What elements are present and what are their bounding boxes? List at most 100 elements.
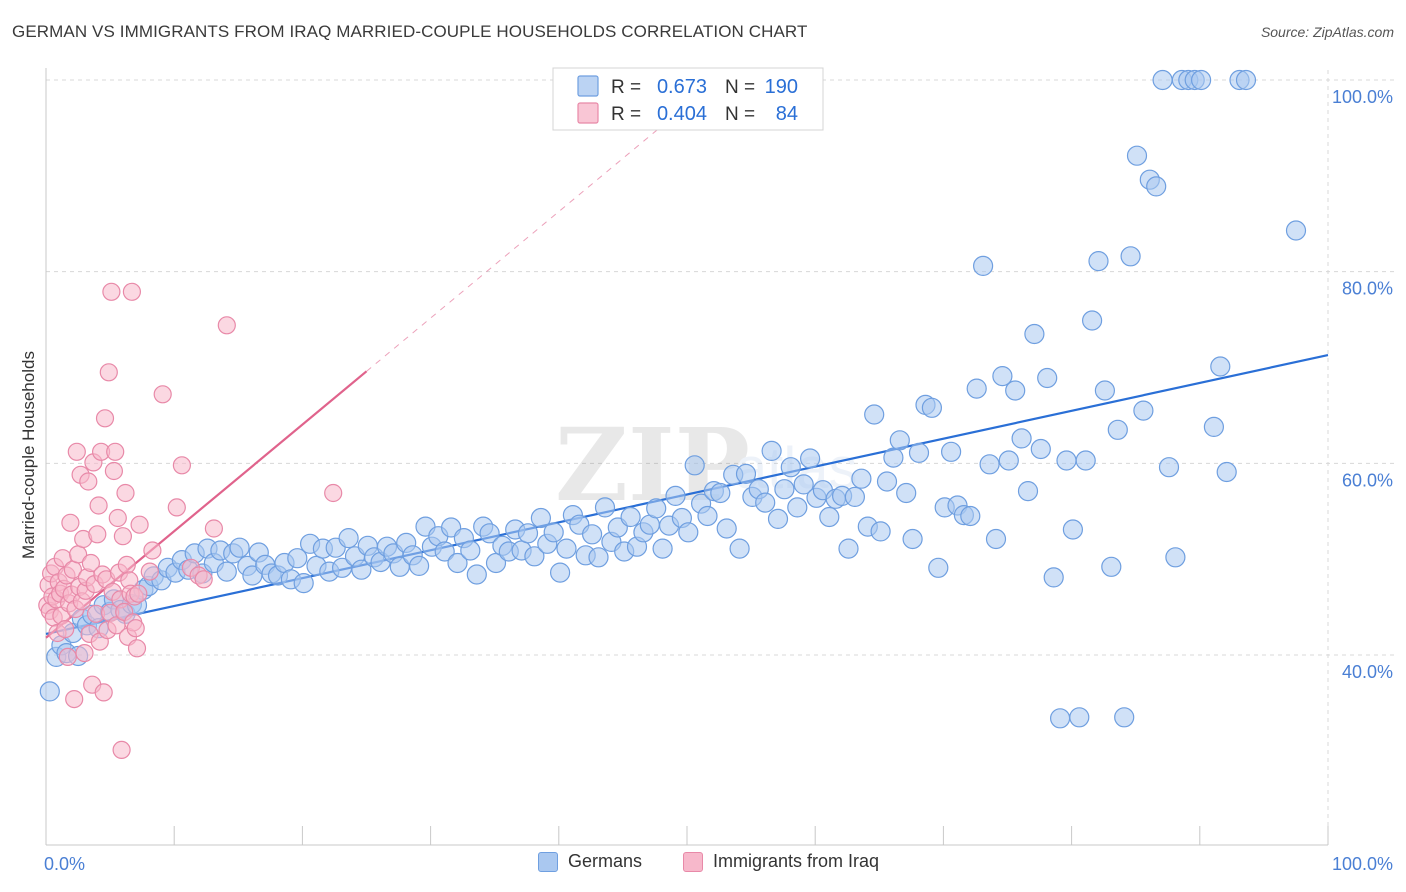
point-iraq-69 xyxy=(126,619,145,638)
point-germans-114 xyxy=(755,492,776,513)
chart-title: GERMAN VS IMMIGRANTS FROM IRAQ MARRIED-C… xyxy=(12,22,808,41)
point-germans-188 xyxy=(1285,220,1307,241)
point-iraq-32 xyxy=(79,472,98,491)
y-tick-label-2: 80.0% xyxy=(1342,279,1393,299)
point-germans-149 xyxy=(979,454,1000,475)
y-tick-label-1: 60.0% xyxy=(1342,470,1393,490)
point-iraq-44 xyxy=(94,683,113,702)
point-germans-69 xyxy=(466,564,487,585)
point-germans-169 xyxy=(1107,419,1128,440)
point-germans-116 xyxy=(767,508,789,530)
point-germans-115 xyxy=(761,440,782,461)
point-germans-177 xyxy=(1158,457,1180,478)
bottom-legend: Germans Immigrants from Iraq xyxy=(0,851,1406,879)
legend-item-germans[interactable]: Germans xyxy=(538,851,642,872)
legend-box: R = 0.673 N = 190 R = 0.404 N = 84 xyxy=(552,67,824,131)
point-iraq-29 xyxy=(75,643,94,663)
point-germans-138 xyxy=(908,442,930,463)
point-germans-42 xyxy=(293,572,314,594)
point-germans-153 xyxy=(1005,380,1026,401)
point-iraq-61 xyxy=(116,483,135,503)
point-germans-117 xyxy=(774,479,795,500)
legend-swatch-germans xyxy=(538,851,558,872)
y-axis-label: Married-couple Households xyxy=(19,351,38,559)
point-germans-152 xyxy=(998,450,1019,471)
point-germans-156 xyxy=(1024,323,1045,345)
point-germans-175 xyxy=(1146,176,1167,197)
point-germans-158 xyxy=(1037,367,1058,389)
point-germans-77 xyxy=(517,523,539,544)
y-tick-label-0: 40.0% xyxy=(1342,662,1393,682)
point-iraq-81 xyxy=(204,519,223,538)
legend-n-label-0: N = xyxy=(725,77,755,98)
trend-lines xyxy=(45,83,1329,639)
point-germans-178 xyxy=(1165,547,1186,568)
legend-item-iraq[interactable]: Immigrants from Iraq xyxy=(683,851,879,872)
point-germans-49 xyxy=(338,527,359,549)
point-germans-97 xyxy=(646,498,667,519)
point-germans-87 xyxy=(581,524,603,545)
point-germans-182 xyxy=(1190,69,1212,91)
point-iraq-59 xyxy=(113,527,133,546)
data-points xyxy=(38,69,1307,760)
point-germans-167 xyxy=(1094,380,1116,401)
legend-swatch-0 xyxy=(577,75,599,97)
point-iraq-23 xyxy=(67,442,86,461)
tick-labels: 40.0% 60.0% 80.0% 100.0% 0.0% 100.0% xyxy=(44,87,1393,874)
point-germans-68 xyxy=(460,540,481,561)
point-iraq-55 xyxy=(108,508,127,528)
point-germans-150 xyxy=(985,528,1007,550)
point-iraq-72 xyxy=(130,515,149,534)
point-germans-168 xyxy=(1101,556,1122,577)
point-germans-118 xyxy=(780,457,801,478)
point-germans-183 xyxy=(1203,416,1225,437)
point-germans-98 xyxy=(652,538,673,559)
point-germans-154 xyxy=(1011,428,1032,449)
point-germans-160 xyxy=(1049,708,1071,729)
x-tick-label-1: 100.0% xyxy=(1332,854,1393,874)
point-germans-102 xyxy=(678,522,699,543)
point-iraq-14 xyxy=(56,619,75,639)
point-germans-159 xyxy=(1043,567,1064,588)
point-iraq-40 xyxy=(89,496,108,515)
point-germans-131 xyxy=(864,404,885,425)
point-germans-163 xyxy=(1069,707,1090,728)
point-germans-157 xyxy=(1030,438,1051,460)
point-iraq-53 xyxy=(106,442,125,461)
point-germans-132 xyxy=(870,521,891,542)
point-germans-129 xyxy=(851,468,872,489)
point-iraq-76 xyxy=(167,498,186,517)
point-germans-137 xyxy=(902,528,923,550)
point-iraq-77 xyxy=(172,456,191,475)
point-germans-185 xyxy=(1216,461,1237,483)
point-germans-66 xyxy=(447,552,468,574)
point-germans-176 xyxy=(1152,69,1173,91)
legend-n-value-1: 84 xyxy=(776,103,798,125)
point-germans-170 xyxy=(1114,707,1135,728)
legend-r-value-1: 0.404 xyxy=(657,103,707,125)
point-germans-30 xyxy=(216,561,237,582)
point-germans-161 xyxy=(1056,450,1077,471)
legend-label-iraq: Immigrants from Iraq xyxy=(713,851,880,871)
point-germans-79 xyxy=(530,507,552,529)
point-germans-0 xyxy=(39,681,60,702)
point-iraq-70 xyxy=(127,639,147,658)
point-germans-32 xyxy=(229,537,250,558)
trend-line-germans xyxy=(45,353,1329,635)
point-iraq-52 xyxy=(104,461,124,481)
point-germans-107 xyxy=(710,482,731,504)
point-germans-110 xyxy=(729,538,750,559)
point-germans-103 xyxy=(684,455,705,476)
point-germans-78 xyxy=(524,546,545,567)
legend-r-label-0: R = xyxy=(611,77,641,98)
point-germans-93 xyxy=(620,506,641,528)
point-germans-135 xyxy=(889,430,910,451)
point-germans-111 xyxy=(735,463,757,484)
axes xyxy=(45,68,1329,846)
y-tick-label-3: 100.0% xyxy=(1332,87,1393,107)
legend-r-value-0: 0.673 xyxy=(657,76,707,98)
point-iraq-66 xyxy=(122,282,141,301)
point-iraq-34 xyxy=(81,553,101,573)
point-iraq-50 xyxy=(102,282,121,301)
